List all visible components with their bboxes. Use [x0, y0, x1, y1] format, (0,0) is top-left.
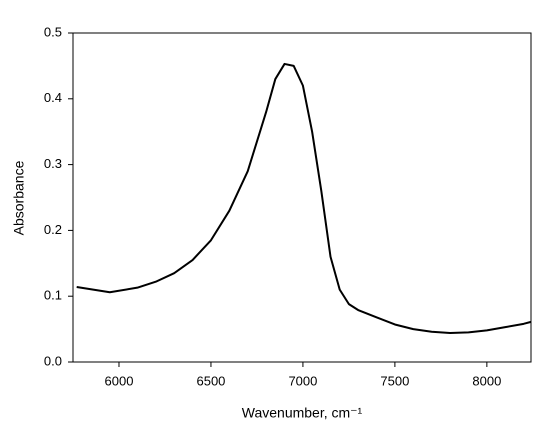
y-axis-label: Absorbance	[11, 160, 27, 235]
y-tick-label: 0.2	[44, 222, 62, 237]
spectrum-line	[76, 62, 532, 335]
x-tick-label: 7000	[288, 373, 317, 388]
y-tick-label: 0.1	[44, 288, 62, 303]
x-tick-label: 8000	[472, 373, 501, 388]
y-tick-label: 0.3	[44, 156, 62, 171]
x-axis-label: Wavenumber, cm⁻¹	[242, 405, 363, 421]
x-tick-label: 7500	[380, 373, 409, 388]
y-tick-label: 0.5	[44, 24, 62, 39]
plot-frame	[72, 32, 532, 363]
x-tick-label: 6000	[105, 373, 134, 388]
y-tick-label: 0.4	[44, 90, 62, 105]
x-tick-label: 6500	[196, 373, 225, 388]
y-tick-label: 0.0	[44, 353, 62, 368]
